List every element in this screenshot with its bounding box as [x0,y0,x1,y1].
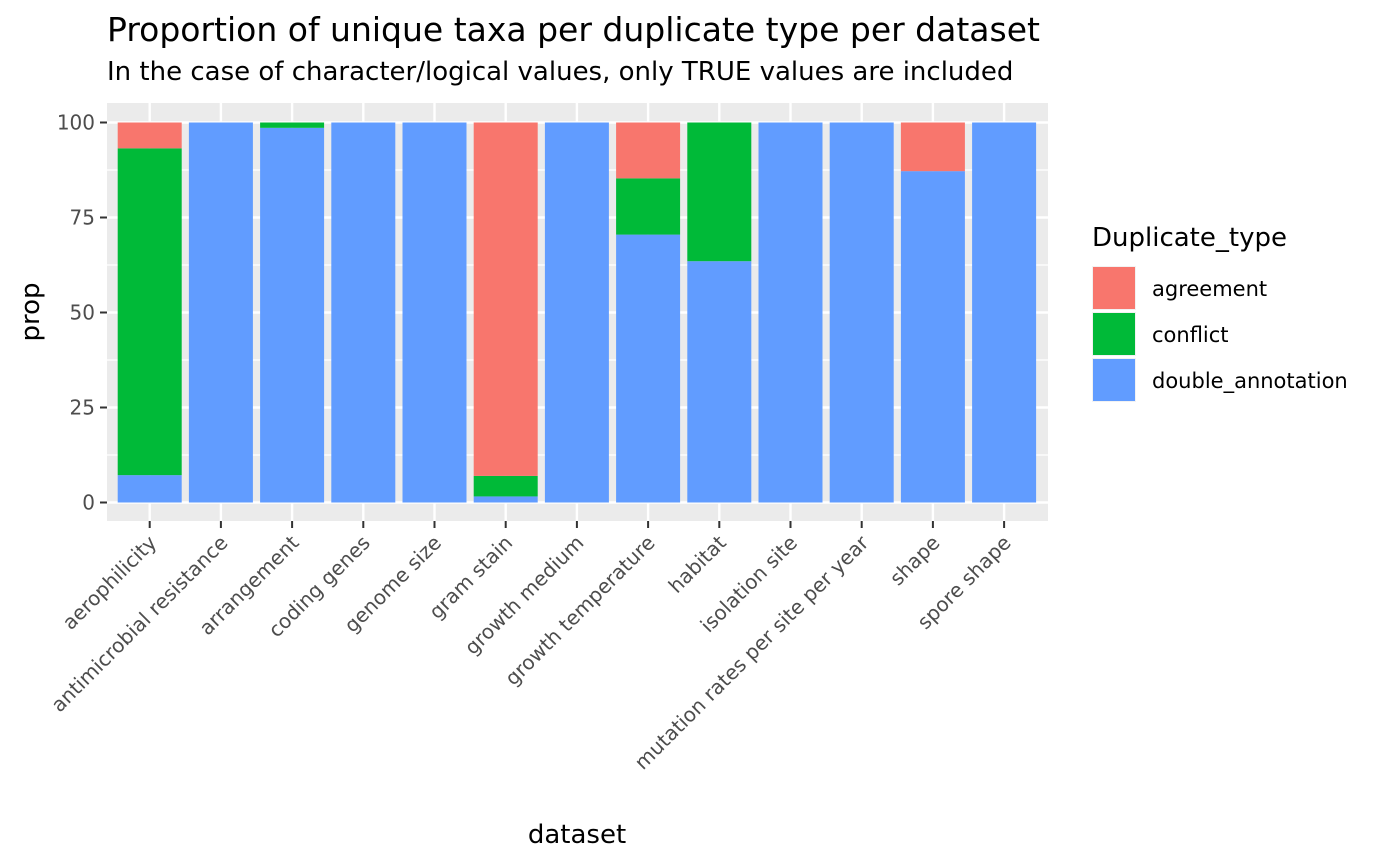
legend-title: Duplicate_type [1092,223,1287,253]
bar-conflict [473,475,538,497]
bar-double-annotation [972,122,1037,503]
y-axis-label: prop [16,282,46,341]
y-axis: 0 25 50 75 100 [57,111,107,515]
bar-double-annotation [616,234,681,503]
bar-agreement [616,122,681,179]
chart-subtitle: In the case of character/logical values,… [107,57,1014,87]
bar-agreement [473,122,538,476]
x-tick-label: growth medium [460,531,589,660]
bar-conflict [117,148,182,476]
bar-agreement [117,122,182,149]
bar-conflict [616,178,681,235]
bar-double-annotation [331,122,396,503]
bar-double-annotation [260,127,325,503]
bar-double-annotation [687,261,752,503]
x-axis-label: dataset [528,820,626,850]
y-tick-label: 0 [82,491,95,515]
legend-label: double_annotation [1152,369,1348,394]
y-tick-label: 50 [70,301,95,325]
x-tick-label: shape [885,531,945,591]
y-tick-label: 75 [70,206,95,230]
y-tick-label: 25 [70,396,95,420]
bar-double-annotation [402,122,467,503]
legend-label: agreement [1152,277,1267,301]
legend-swatch [1093,267,1135,309]
legend-swatch [1093,313,1135,355]
bar-double-annotation [544,122,609,503]
chart-title: Proportion of unique taxa per duplicate … [107,10,1040,49]
bar-double-annotation [473,496,538,503]
legend-label: conflict [1152,323,1229,347]
bar-double-annotation [117,475,182,503]
legend: Duplicate_type agreement conflict double_a… [1092,223,1348,402]
bar-agreement [900,122,965,172]
y-tick-label: 100 [57,111,95,135]
x-tick-label: habitat [664,530,731,597]
bar-double-annotation [188,122,253,503]
bar-conflict [687,122,752,262]
bar-conflict [260,122,325,128]
bar-double-annotation [758,122,823,503]
bar-double-annotation [829,122,894,503]
legend-swatch [1093,359,1135,401]
bars [117,122,1037,503]
bar-double-annotation [900,171,965,503]
